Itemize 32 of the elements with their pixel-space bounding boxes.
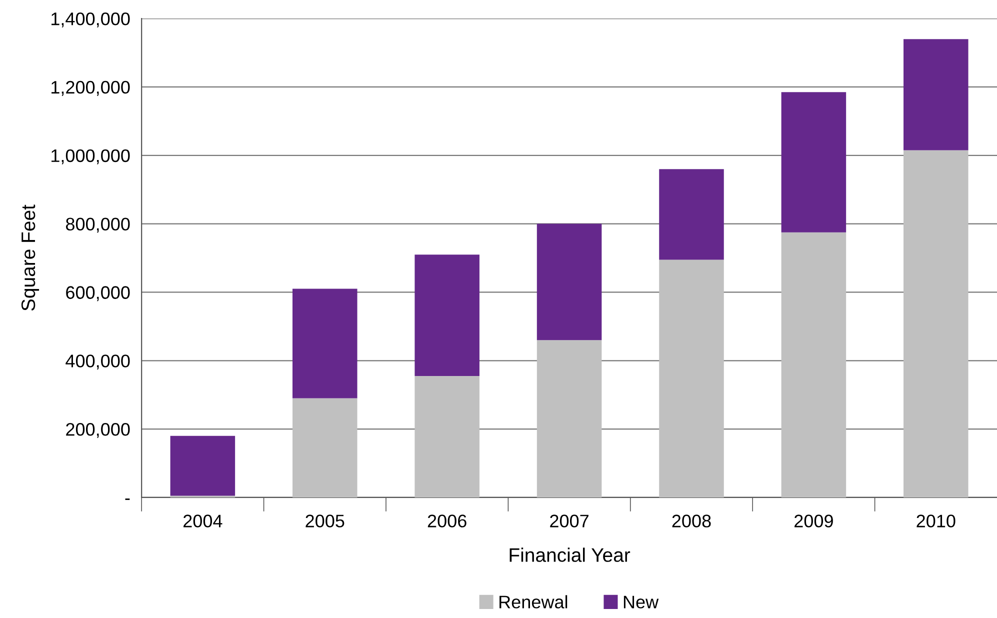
x-tick-label: 2008	[672, 514, 711, 528]
bar	[292, 398, 358, 498]
bar	[414, 254, 480, 376]
bar	[659, 260, 724, 498]
y-tick-label: -	[125, 498, 130, 500]
y-tick-label: 1,200,000	[52, 80, 130, 96]
y-tick-label: 1,000,000	[52, 149, 130, 164]
x-tick-label: 2009	[794, 514, 833, 528]
x-tick-label: 2005	[306, 514, 344, 528]
y-tick-label: 400,000	[66, 354, 130, 370]
bar	[536, 224, 602, 340]
bar	[536, 340, 602, 498]
y-axis-title: Square Feet	[21, 204, 40, 311]
bar	[414, 376, 480, 498]
y-tick-label: 800,000	[66, 218, 130, 233]
y-tick-label: 1,400,000	[52, 12, 130, 28]
bar	[659, 169, 724, 260]
bar	[292, 288, 358, 398]
y-tick-label: 600,000	[66, 286, 130, 302]
x-tick-label: 2004	[184, 514, 222, 528]
bar	[170, 436, 236, 496]
y-tick-label: 200,000	[66, 423, 130, 438]
bar	[781, 92, 846, 232]
legend-label: New	[624, 596, 659, 608]
legend-label: Renewal	[500, 595, 568, 608]
x-axis-title: Financial Year	[510, 548, 630, 562]
x-tick-label: 2006	[428, 514, 466, 528]
x-tick-label: 2010	[916, 514, 956, 528]
x-tick-label: 2007	[550, 514, 588, 528]
bar	[781, 232, 846, 498]
bar	[904, 39, 968, 150]
bar	[904, 150, 968, 498]
